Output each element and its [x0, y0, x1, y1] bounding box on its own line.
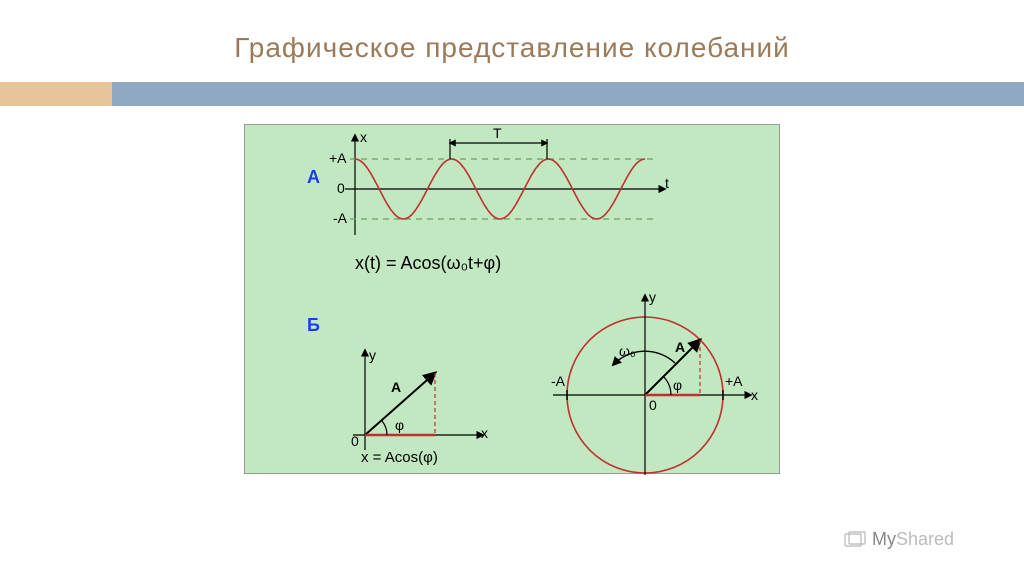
accent-bars: [0, 82, 1024, 106]
section-B-label: Б: [307, 315, 320, 336]
A-vector-small: A: [391, 379, 401, 395]
minusA-circle: -А: [551, 373, 565, 389]
diagram-svg: [245, 125, 781, 475]
bar-right: [112, 82, 1024, 106]
phi-label-small: φ: [395, 417, 404, 433]
small-formula: x = Acos(φ): [361, 449, 438, 466]
watermark-icon: [844, 531, 866, 549]
watermark-shared: Shared: [896, 529, 954, 549]
y-label-circle: y: [649, 289, 656, 305]
diagram-panel: А Б x +А 0 -А t T x(t) = Acos(ω₀t+φ) y x…: [244, 124, 780, 474]
plusA-label: +А: [329, 150, 347, 166]
watermark-my: My: [872, 529, 896, 549]
A-vector-circle: A: [675, 339, 685, 355]
x-label-small: x: [481, 425, 488, 441]
t-axis-label: t: [665, 175, 669, 191]
omega0-label: ω₀: [619, 343, 636, 359]
zero-label-circle: 0: [649, 397, 657, 413]
y-label-small: y: [369, 347, 376, 363]
phi-label-circle: φ: [673, 377, 682, 393]
zero-label-1: 0: [337, 180, 345, 196]
bar-left: [0, 82, 112, 106]
plusA-circle: +А: [725, 373, 743, 389]
period-T-label: T: [493, 125, 502, 141]
minusA-label: -А: [333, 210, 347, 226]
page-title: Графическое представление колебаний: [0, 32, 1024, 64]
zero-label-small: 0: [351, 433, 359, 449]
section-A-label: А: [307, 167, 320, 188]
main-formula: x(t) = Acos(ω₀t+φ): [355, 253, 501, 274]
x-axis-label-top: x: [360, 129, 367, 145]
watermark: MyShared: [844, 529, 954, 550]
x-label-circle: x: [751, 387, 758, 403]
